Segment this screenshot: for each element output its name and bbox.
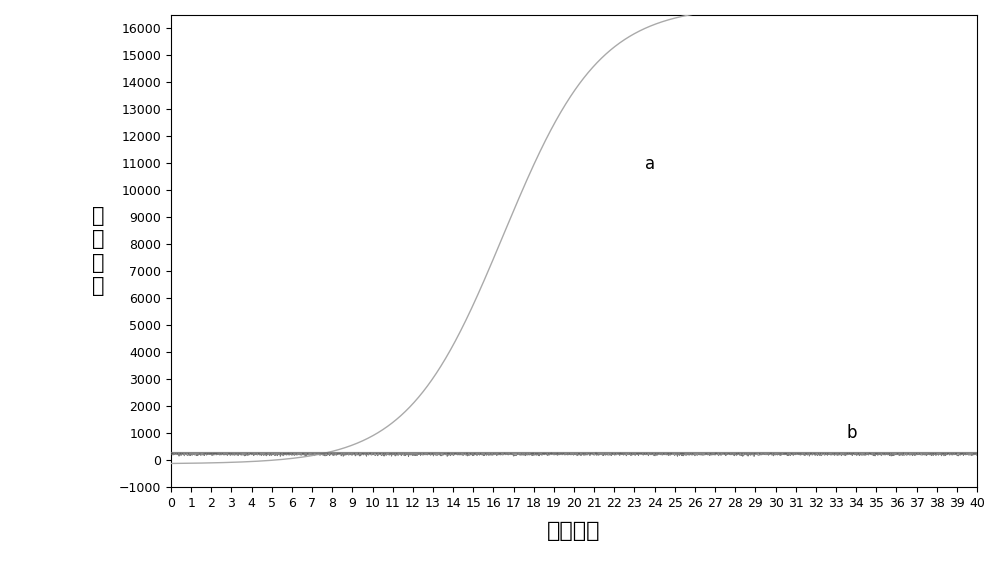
Text: b: b <box>846 424 857 442</box>
X-axis label: 循环次数: 循环次数 <box>547 521 601 541</box>
Text: 信
号
强
度: 信 号 强 度 <box>92 206 105 296</box>
Text: a: a <box>645 155 655 173</box>
